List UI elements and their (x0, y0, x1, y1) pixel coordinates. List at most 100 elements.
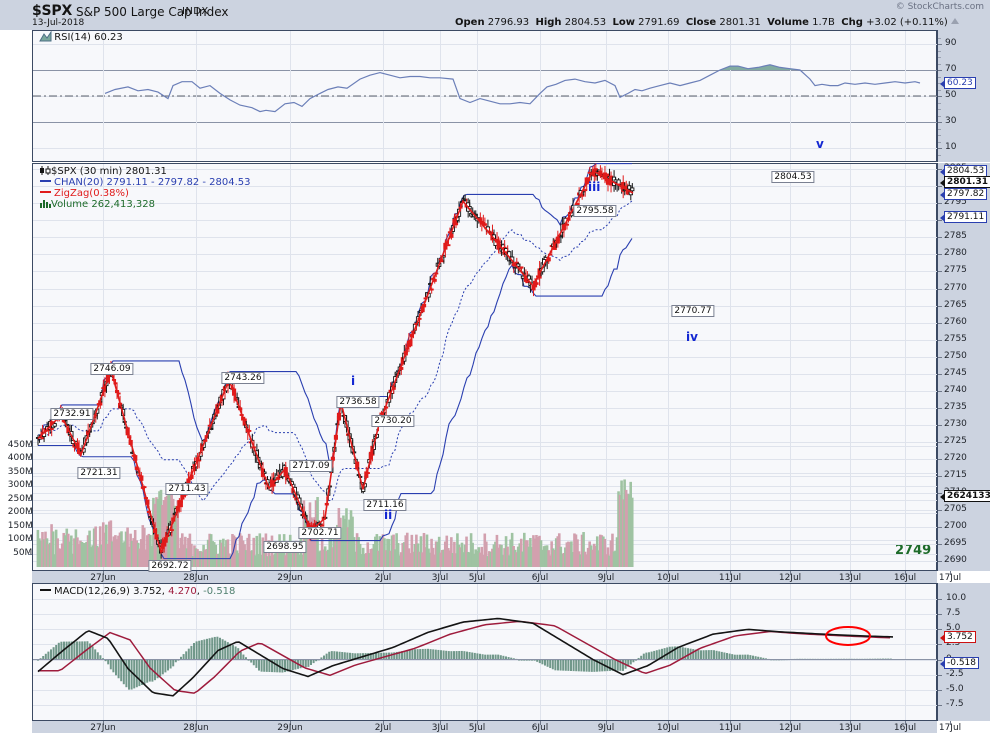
price-axis-label: 2785 (944, 231, 967, 241)
date-gridline (606, 584, 607, 720)
zigzag-price-label: 2692.72 (148, 560, 192, 572)
date-axis-label: 3Jul (431, 723, 449, 733)
price-axis-label: 2780 (944, 248, 967, 258)
price-gridline (33, 442, 937, 443)
price-gridline (33, 306, 937, 307)
date-gridline (668, 164, 669, 570)
volume-label: Volume (767, 17, 809, 28)
macd-axis-tick (938, 644, 942, 645)
rsi-axis-minor-tick (938, 155, 941, 156)
zigzag-price-label: 2702.71 (298, 527, 342, 539)
price-axis-tick (938, 323, 942, 324)
date-axis-label: 13Jul (838, 573, 862, 583)
price-axis-label: 2740 (944, 385, 967, 395)
zigzag-price-label: 2711.16 (363, 499, 407, 511)
volume-axis-label: 250M (7, 494, 33, 504)
price-axis-tick (938, 254, 942, 255)
date-axis-tick (383, 571, 384, 575)
open-value: 2796.93 (487, 17, 530, 28)
price-axis-label: 2730 (944, 419, 967, 429)
price-axis-tick (938, 459, 942, 460)
rsi-legend: RSI(14) 60.23 (39, 30, 123, 43)
date-axis-tick (606, 571, 607, 575)
date-axis-label: 27Jun (90, 573, 116, 583)
rsi-gridline (33, 44, 937, 45)
rsi-axis-minor-tick (938, 116, 941, 117)
rsi-axis-minor-tick (938, 51, 941, 52)
date-gridline (850, 164, 851, 570)
macd-swatch-icon (40, 589, 51, 591)
volume-axis-label: 450M (7, 440, 33, 450)
date-axis-tick (730, 571, 731, 575)
volume-axis-label: 200M (7, 507, 33, 517)
low-value: 2791.69 (638, 17, 680, 28)
price-axis-label: 2715 (944, 470, 967, 480)
date-axis-label: 6Jul (531, 573, 549, 583)
rsi-axis-minor-tick (938, 135, 941, 136)
low-label: Low (612, 17, 635, 28)
date-gridline (730, 164, 731, 570)
rsi-right-axis (937, 30, 990, 162)
date-axis-label: 28Jun (183, 573, 209, 583)
price-axis-value-flag: 262413328 (939, 489, 990, 502)
date-axis-label: 11Jul (718, 573, 742, 583)
price-axis-value-flag: 2797.82 (939, 187, 988, 200)
price-legend-chan: CHAN(20) 2791.11 - 2797.82 - 2804.53 (54, 177, 251, 188)
date-axis-label: 29Jun (277, 723, 303, 733)
date-axis-tick (606, 721, 607, 725)
rsi-axis-minor-tick (938, 83, 941, 84)
date-axis-label: 2Jul (374, 723, 392, 733)
elliott-wave-label-iii: iii (588, 180, 601, 194)
date-axis-tick (103, 571, 104, 575)
macd-axis-value-flag: -0.518 (939, 656, 980, 669)
date-gridline (540, 164, 541, 570)
macd-legend-hist: -0.518 (203, 586, 236, 597)
price-axis-tick (938, 425, 942, 426)
date-gridline (103, 31, 104, 161)
date-gridline (383, 164, 384, 570)
rsi-axis-minor-tick (938, 77, 941, 78)
price-axis-tick (938, 476, 942, 477)
price-axis-tick (938, 561, 942, 562)
macd-axis-tick (938, 614, 942, 615)
zigzag-price-label: 2721.31 (77, 467, 121, 479)
price-axis-tick (938, 271, 942, 272)
date-axis-label: 28Jun (183, 723, 209, 733)
date-axis-tick (290, 721, 291, 725)
date-gridline (477, 31, 478, 161)
date-axis-label: 16Jul (893, 573, 917, 583)
date-axis-label: 9Jul (597, 723, 615, 733)
date-gridline (790, 31, 791, 161)
volume-axis-tick (28, 459, 32, 460)
zigzag-swatch-icon (40, 191, 51, 193)
macd-gridline (33, 629, 937, 630)
price-gridline (33, 425, 937, 426)
rsi-gridline (33, 122, 937, 123)
date-axis-label: 27Jun (90, 723, 116, 733)
date-gridline (440, 164, 441, 570)
price-axis-label: 2795 (944, 197, 967, 207)
price-axis-label: 2695 (944, 538, 967, 548)
date-gridline (730, 31, 731, 161)
price-axis-label: 2750 (944, 351, 967, 361)
date-axis-tick (850, 721, 851, 725)
elliott-wave-label-ii: ii (384, 508, 393, 522)
price-right-axis (937, 163, 990, 571)
rsi-axis-minor-tick (938, 90, 941, 91)
volume-gridline (33, 486, 937, 487)
macd-gridline (33, 599, 937, 600)
macd-panel (32, 583, 937, 721)
price-gridline (33, 391, 937, 392)
date-axis-tick (790, 571, 791, 575)
price-axis-tick (938, 306, 942, 307)
price-axis-label: 2705 (944, 504, 967, 514)
close-label: Close (685, 17, 717, 28)
rsi-axis-label: 90 (945, 38, 957, 48)
macd-gridline (33, 675, 937, 676)
date-gridline (668, 31, 669, 161)
macd-gridline (33, 660, 937, 661)
date-gridline (290, 31, 291, 161)
rsi-gridline (33, 148, 937, 149)
date-gridline (196, 164, 197, 570)
macd-axis-label: -7.5 (946, 699, 964, 709)
